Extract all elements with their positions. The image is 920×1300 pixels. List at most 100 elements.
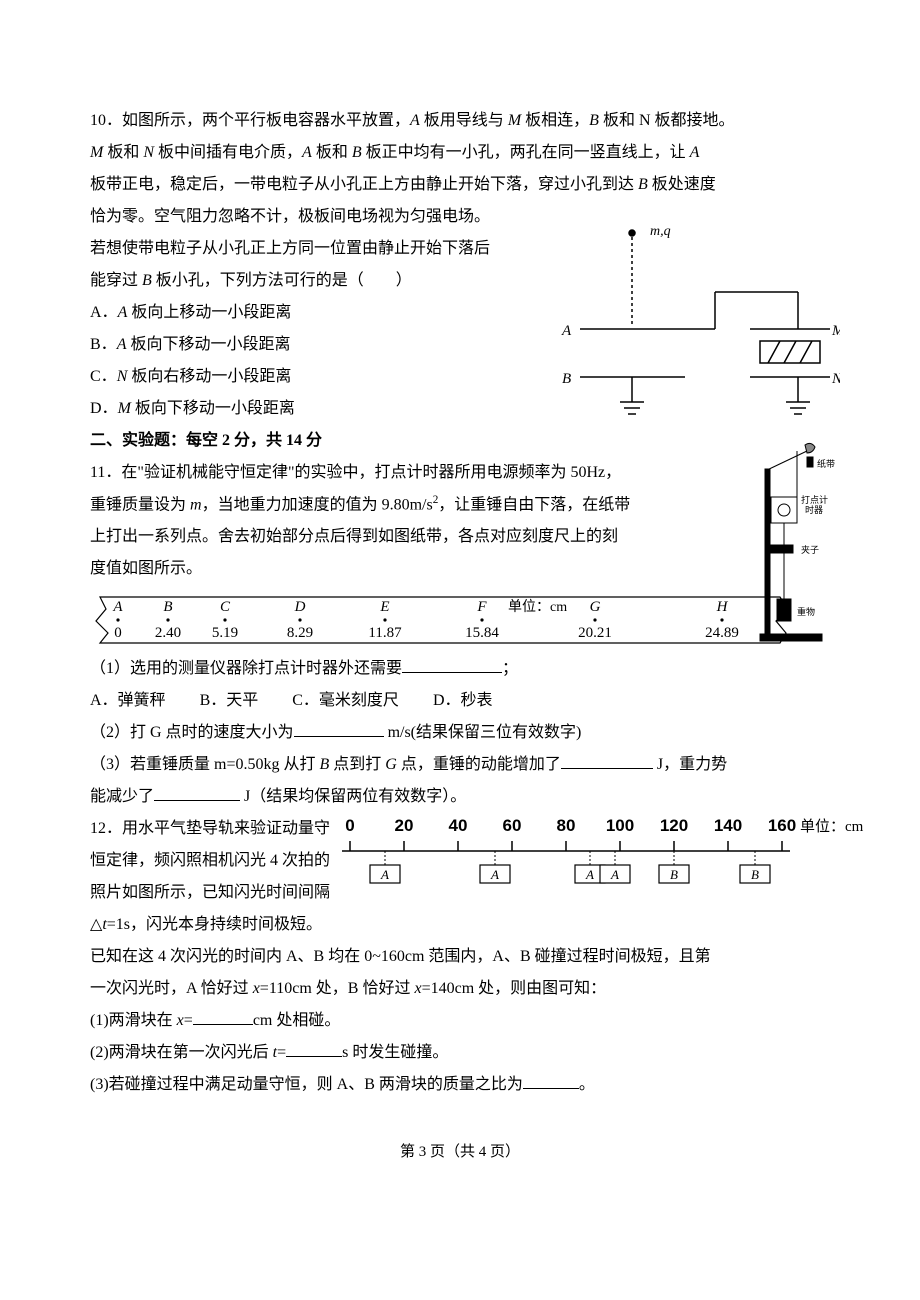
blank[interactable]: [286, 1039, 342, 1058]
var-A: A: [410, 112, 420, 129]
q11-line2: 重锤质量设为 m，当地重力加速度的值为 9.80m/s2，让重锤自由下落，在纸带: [90, 489, 830, 521]
svg-text:单位：cm: 单位：cm: [800, 818, 864, 835]
text: (1)两滑块在: [90, 1012, 177, 1029]
q11-line3: 上打出一系列点。舍去初始部分点后得到如图纸带，各点对应刻度尺上的刻: [90, 521, 830, 553]
var-A: A: [690, 144, 700, 161]
svg-text:B: B: [751, 867, 759, 882]
text: J，重力势: [653, 756, 727, 773]
svg-text:0: 0: [114, 625, 122, 641]
q11-optD: D．秒表: [433, 685, 493, 717]
q11-line1: 11．在"验证机械能守恒定律"的实验中，打点计时器所用电源频率为 50Hz，: [90, 457, 830, 489]
svg-text:160: 160: [768, 816, 796, 835]
svg-text:80: 80: [557, 816, 576, 835]
q11-sub1: （1）选用的测量仪器除打点计时器外还需要；: [90, 653, 830, 685]
text: =140cm 处，则由图可知：: [422, 980, 607, 997]
svg-text:单位：cm: 单位：cm: [508, 599, 567, 615]
tape-svg: A0B2.40C5.19D8.29E11.87F15.84G20.21H24.8…: [90, 589, 800, 651]
var-B: B: [589, 112, 599, 129]
q12-line4: △t=1s，闪光本身持续时间极短。: [90, 909, 390, 941]
text: J（结果均保留两位有效数字）。: [240, 788, 466, 805]
text: 板和 N 板都接地。: [599, 112, 735, 129]
var-x: x: [177, 1012, 184, 1029]
text: 板小孔，下列方法可行的是（ ）: [152, 272, 412, 289]
var-A: A: [118, 304, 128, 321]
svg-text:A: A: [610, 867, 619, 882]
svg-text:B: B: [670, 867, 678, 882]
text: ；: [502, 660, 518, 677]
svg-text:15.84: 15.84: [465, 625, 499, 641]
text: (2)两滑块在第一次闪光后: [90, 1044, 273, 1061]
text: 板带正电，稳定后，一带电粒子从小孔正上方由静止开始下落，穿过小孔到达: [90, 176, 638, 193]
var-B: B: [352, 144, 362, 161]
blank[interactable]: [561, 751, 653, 770]
label-weight: 重物: [797, 606, 815, 617]
label-clamp: 夹子: [801, 544, 819, 555]
svg-text:60: 60: [503, 816, 522, 835]
text: ，让重锤自由下落，在纸带: [438, 496, 630, 513]
svg-text:2.40: 2.40: [155, 625, 181, 641]
text: 板向下移动一小段距离: [126, 336, 290, 353]
svg-text:A: A: [585, 867, 594, 882]
text: 板和: [103, 144, 143, 161]
text: 板处速度: [648, 176, 716, 193]
q11-sub3b: 能减少了 J（结果均保留两位有效数字）。: [90, 781, 830, 813]
text: A．: [90, 304, 118, 321]
text: 重锤质量设为: [90, 496, 190, 513]
text: 点到打: [329, 756, 385, 773]
var-B: B: [319, 756, 329, 773]
var-x: x: [414, 980, 421, 997]
svg-text:100: 100: [606, 816, 634, 835]
svg-text:H: H: [716, 599, 729, 615]
blank[interactable]: [402, 655, 502, 674]
blank[interactable]: [523, 1071, 579, 1090]
text: s 时发生碰撞。: [342, 1044, 448, 1061]
blank[interactable]: [154, 783, 240, 802]
var-A: A: [117, 336, 127, 353]
text: (3)若碰撞过程中满足动量守恒，则 A、B 两滑块的质量之比为: [90, 1076, 523, 1093]
text: 板向右移动一小段距离: [127, 368, 291, 385]
text: ，当地重力加速度的值为 9.80m/s: [202, 496, 433, 513]
q11-optA: A．弹簧秤: [90, 685, 166, 717]
text: △: [90, 916, 102, 933]
svg-text:0: 0: [345, 816, 354, 835]
text: 板向上移动一小段距离: [127, 304, 291, 321]
apparatus-diagram: 打点计 时器 纸带 夹子 重物: [757, 439, 842, 649]
svg-text:A: A: [490, 867, 499, 882]
label-B: B: [562, 371, 571, 387]
svg-text:140: 140: [714, 816, 742, 835]
label-tape: 纸带: [817, 458, 835, 469]
page: 10．如图所示，两个平行板电容器水平放置，A 板用导线与 M 板相连，B 板和 …: [0, 0, 920, 1227]
label-N: N: [831, 371, 840, 387]
text: （2）打 G 点时的速度大小为: [90, 724, 294, 741]
svg-text:5.19: 5.19: [212, 625, 238, 641]
svg-text:C: C: [220, 599, 231, 615]
question-10: 10．如图所示，两个平行板电容器水平放置，A 板用导线与 M 板相连，B 板和 …: [90, 105, 830, 425]
q12-sub2: (2)两滑块在第一次闪光后 t=s 时发生碰撞。: [90, 1037, 830, 1069]
text: =1s，闪光本身持续时间极短。: [107, 916, 322, 933]
svg-text:G: G: [590, 599, 601, 615]
q10-line1: 10．如图所示，两个平行板电容器水平放置，A 板用导线与 M 板相连，B 板和 …: [90, 105, 830, 137]
text: m/s(结果保留三位有效数字): [384, 724, 582, 741]
text: 板和: [312, 144, 352, 161]
svg-text:A: A: [380, 867, 389, 882]
svg-text:F: F: [476, 599, 487, 615]
text: 一次闪光时，A 恰好过: [90, 980, 253, 997]
svg-text:120: 120: [660, 816, 688, 835]
label-timer2: 时器: [805, 504, 823, 515]
var-M: M: [118, 400, 131, 417]
blank[interactable]: [193, 1007, 253, 1026]
var-A: A: [302, 144, 312, 161]
svg-text:D: D: [294, 599, 306, 615]
label-timer1: 打点计: [801, 494, 828, 505]
text: 。: [579, 1076, 595, 1093]
svg-text:A: A: [112, 599, 123, 615]
text: 点，重锤的动能增加了: [397, 756, 561, 773]
label-mq: m,q: [650, 224, 671, 239]
text: 板向下移动一小段距离: [131, 400, 295, 417]
blank[interactable]: [294, 719, 384, 738]
text: =110cm 处，B 恰好过: [260, 980, 415, 997]
q12-sub1: (1)两滑块在 x=cm 处相碰。: [90, 1005, 830, 1037]
text: 能减少了: [90, 788, 154, 805]
svg-text:8.29: 8.29: [287, 625, 313, 641]
text: 能穿过: [90, 272, 142, 289]
